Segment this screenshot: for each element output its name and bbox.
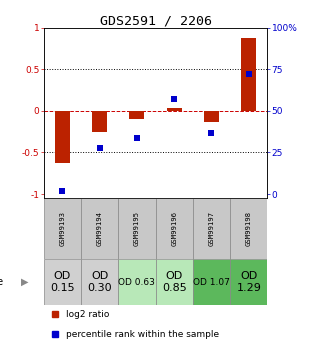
Bar bbox=[92, 111, 107, 132]
Bar bbox=[241, 38, 256, 111]
Bar bbox=[193, 259, 230, 305]
Text: OD
0.85: OD 0.85 bbox=[162, 271, 187, 293]
Text: log2 ratio: log2 ratio bbox=[66, 309, 109, 319]
Bar bbox=[81, 198, 118, 259]
Text: OD
0.15: OD 0.15 bbox=[50, 271, 75, 293]
Bar bbox=[230, 259, 267, 305]
Bar bbox=[167, 108, 182, 111]
Title: GDS2591 / 2206: GDS2591 / 2206 bbox=[100, 14, 211, 28]
Text: GSM99195: GSM99195 bbox=[134, 211, 140, 246]
Text: OD
1.29: OD 1.29 bbox=[236, 271, 261, 293]
Bar bbox=[118, 198, 156, 259]
Bar bbox=[55, 111, 70, 163]
Bar bbox=[156, 198, 193, 259]
Bar bbox=[129, 111, 144, 119]
Bar bbox=[44, 259, 81, 305]
Text: GSM99197: GSM99197 bbox=[208, 211, 215, 246]
Text: ▶: ▶ bbox=[21, 277, 29, 287]
Text: percentile rank within the sample: percentile rank within the sample bbox=[66, 330, 219, 339]
Text: GSM99194: GSM99194 bbox=[96, 211, 103, 246]
Text: age: age bbox=[0, 277, 3, 287]
Text: OD 0.63: OD 0.63 bbox=[118, 278, 155, 287]
Text: OD
0.30: OD 0.30 bbox=[87, 271, 112, 293]
Text: OD 1.07: OD 1.07 bbox=[193, 278, 230, 287]
Text: GSM99193: GSM99193 bbox=[59, 211, 65, 246]
Bar bbox=[118, 259, 156, 305]
Text: GSM99198: GSM99198 bbox=[246, 211, 252, 246]
Bar bbox=[204, 111, 219, 122]
Bar bbox=[156, 259, 193, 305]
Bar bbox=[230, 198, 267, 259]
Bar bbox=[81, 259, 118, 305]
Text: GSM99196: GSM99196 bbox=[171, 211, 177, 246]
Bar bbox=[44, 198, 81, 259]
Bar bbox=[193, 198, 230, 259]
